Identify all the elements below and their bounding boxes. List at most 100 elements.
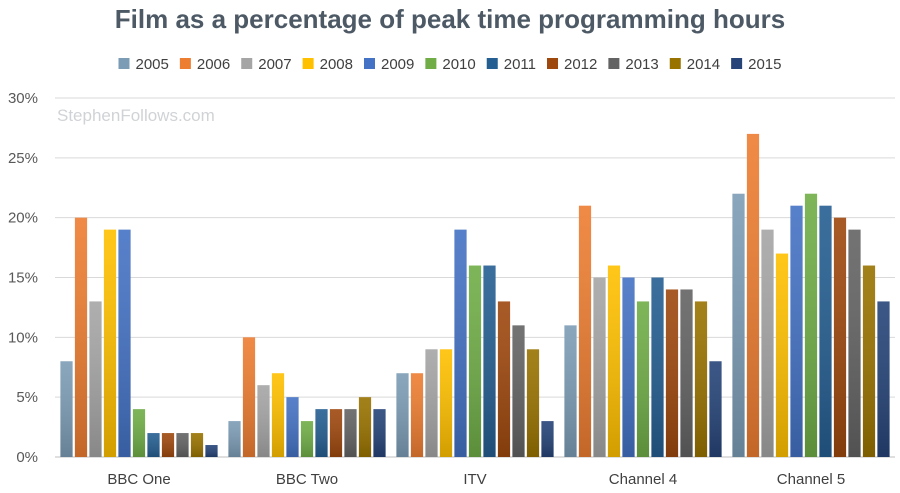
legend-swatch (425, 58, 437, 69)
y-tick-label: 5% (16, 389, 38, 406)
legend-item-2011: 2011 (486, 56, 536, 73)
legend-item-2005: 2005 (118, 56, 169, 73)
legend-label: 2006 (197, 56, 230, 73)
y-tick-label: 25% (8, 150, 38, 167)
bar-shading (242, 337, 256, 457)
bar-shading (862, 265, 876, 457)
legend-swatch (179, 58, 191, 69)
bar-shading (439, 349, 453, 457)
x-tick-label: Channel 5 (777, 471, 845, 488)
bar-shading (74, 217, 88, 457)
bar-shading (761, 229, 774, 457)
x-axis: BBC One BBC Two ITV Channel 4 Channel 5 (107, 471, 845, 488)
legend-label: 2007 (258, 56, 291, 73)
legend-item-2009: 2009 (363, 56, 414, 73)
bar-shading (541, 421, 554, 457)
bar-shading (329, 409, 343, 457)
bar-shading (483, 265, 496, 457)
bar-shading (709, 361, 722, 457)
y-tick-label: 0% (16, 449, 38, 466)
legend-label: 2010 (442, 56, 475, 73)
bar-shading (373, 409, 386, 457)
legend-label: 2009 (381, 56, 414, 73)
legend-swatch (731, 58, 743, 69)
legend-item-2007: 2007 (241, 56, 292, 73)
legend-item-2012: 2012 (547, 56, 597, 73)
bar-shading (636, 301, 650, 457)
y-axis: 0% 5% 10% 15% 20% 25% 30% (8, 90, 38, 466)
bar-shading (257, 385, 270, 457)
bar-shading (694, 301, 708, 457)
bar-shading (425, 349, 438, 457)
legend-item-2013: 2013 (608, 56, 659, 73)
bar-shading (732, 193, 745, 457)
bar-shading (176, 433, 189, 457)
bar-shading (819, 205, 832, 457)
bar-shading (607, 265, 621, 457)
bar-shading (833, 217, 847, 457)
legend-swatch (363, 58, 375, 69)
y-tick-label: 20% (8, 210, 38, 227)
legend-item-2015: 2015 (731, 56, 782, 73)
legend-item-2010: 2010 (425, 56, 476, 73)
bar-shading (497, 301, 511, 457)
x-tick-label: Channel 4 (609, 471, 677, 488)
bar-shading (746, 133, 760, 457)
legend-swatch (486, 58, 498, 69)
legend-swatch (547, 58, 559, 69)
y-tick-label: 30% (8, 90, 38, 107)
bar-shading (358, 397, 372, 457)
bar-shading (410, 373, 424, 457)
bar-shading (512, 325, 525, 457)
x-tick-label: BBC Two (276, 471, 338, 488)
bar-shading (877, 301, 890, 457)
legend-label: 2005 (135, 56, 168, 73)
legend-label: 2008 (320, 56, 353, 73)
bar-shading (118, 229, 131, 457)
bar-shading (593, 277, 606, 457)
bar-shading (775, 253, 789, 457)
bar-shading (680, 289, 693, 457)
legend-swatch (669, 58, 681, 69)
bar-shading (286, 397, 299, 457)
legend-swatch (241, 58, 253, 69)
bar-shading (468, 265, 482, 457)
legend-swatch (608, 58, 620, 69)
legend-item-2008: 2008 (302, 56, 353, 73)
bar-shading (665, 289, 679, 457)
legend: 2005 2006 2007 2008 2009 2010 2011 2012 2013 2014… (118, 56, 782, 73)
bar-shading (578, 205, 592, 457)
y-tick-label: 15% (8, 270, 38, 287)
legend-swatch (302, 58, 314, 69)
bar-shading (271, 373, 285, 457)
bar-shading (103, 229, 117, 457)
watermark: StephenFollows.com (57, 106, 215, 125)
x-tick-label: ITV (463, 471, 486, 488)
bar-shading (526, 349, 540, 457)
bar-shading (132, 409, 146, 457)
legend-item-2014: 2014 (669, 56, 720, 73)
x-tick-label: BBC One (107, 471, 170, 488)
bar-shading (228, 421, 241, 457)
legend-label: 2015 (748, 56, 781, 73)
bar-shading (848, 229, 861, 457)
bar-shading (190, 433, 204, 457)
chart-title: Film as a percentage of peak time progra… (114, 4, 786, 34)
bar-shading (300, 421, 314, 457)
bar-shading (161, 433, 175, 457)
bar-shading (315, 409, 328, 457)
bar-shading (396, 373, 409, 457)
legend-label: 2014 (687, 56, 720, 73)
legend-label: 2013 (625, 56, 658, 73)
legend-label: 2011 (504, 56, 536, 73)
bar-shading (622, 277, 635, 457)
bars (60, 133, 890, 457)
legend-item-2006: 2006 (179, 56, 230, 73)
legend-label: 2012 (564, 56, 597, 73)
bar-shading (205, 445, 218, 457)
bar-shading (60, 361, 73, 457)
bar-shading (454, 229, 467, 457)
bar-shading (147, 433, 160, 457)
bar-shading (344, 409, 357, 457)
